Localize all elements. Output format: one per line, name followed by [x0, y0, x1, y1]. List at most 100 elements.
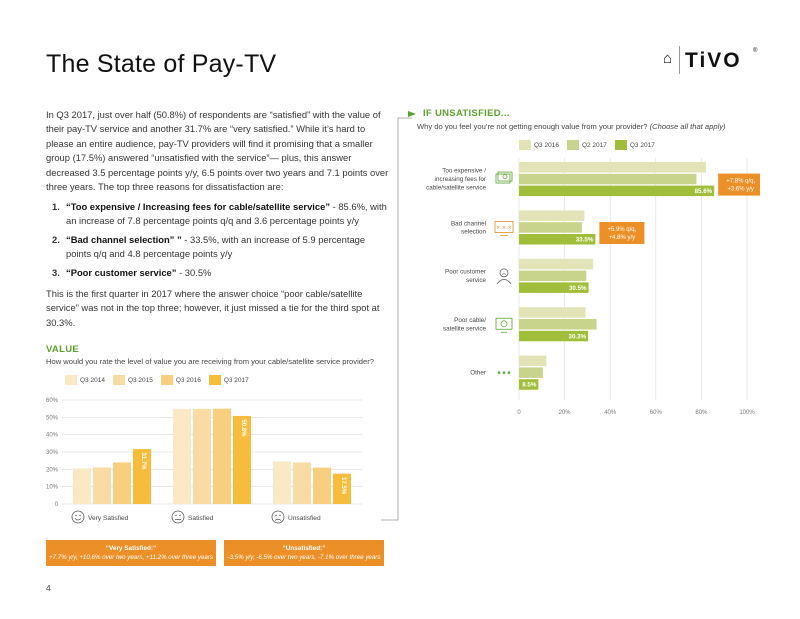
annotation-text: +7.8% q/q, [726, 179, 755, 185]
bar [333, 473, 351, 504]
page-number: 4 [46, 583, 51, 593]
bar [519, 173, 697, 185]
footnote-paragraph: This is the first quarter in 2017 where … [46, 288, 380, 328]
bar [519, 162, 706, 173]
legend-label: Q3 2017 [223, 376, 249, 384]
person-frown [501, 273, 507, 275]
happy-face-icon [71, 510, 85, 524]
category-label: Too expensive / [442, 168, 486, 175]
trend-annotation: +7.8% q/q, +3.6% y/y [718, 173, 760, 196]
category-label: Very Satisfied [88, 515, 129, 522]
connector-bracket [381, 117, 412, 521]
x-tick-label: 0 [517, 410, 521, 416]
legend-item: Q3 2016 [519, 140, 559, 150]
reasons-list: 1. “Too expensive / Increasing fees for … [52, 200, 392, 284]
callout-detail: -3.5% y/y, -6.5% over two years, -7.1% o… [227, 554, 381, 561]
bar [273, 461, 291, 504]
reason-text: - 85.6%, with an increase of 7.8 percent… [66, 201, 387, 227]
data-label: 33.5% [576, 237, 594, 244]
ellipsis-dot [497, 371, 501, 374]
unsatisfied-callout: “Unsatisfied:” -3.5% y/y, -6.5% over two… [224, 540, 384, 566]
y-tick-label: 30% [46, 450, 59, 456]
category-label: cable/satellite service [426, 184, 486, 191]
legend-swatch [160, 375, 173, 385]
face-mouth [74, 518, 82, 521]
legend-label: Q3 2016 [534, 141, 559, 149]
value-section-title: VALUE [46, 344, 79, 355]
legend-item: Q3 2016 [160, 375, 201, 385]
legend-swatch [519, 140, 531, 150]
data-label: 85.6% [695, 188, 713, 195]
face-outline [171, 510, 185, 524]
annotation-box [718, 173, 760, 196]
bar [519, 258, 594, 270]
legend-item: Q3 2017 [208, 375, 249, 385]
bar [113, 462, 131, 504]
reason-number: 3. [52, 266, 60, 278]
unsatisfied-bar-chart: 0 20% 40% 60% 80% 100% 85.6% Too expensive /inc… [426, 158, 760, 416]
bar [519, 185, 715, 197]
annotation-text: +5.9% q/q, [607, 227, 636, 233]
bar [73, 468, 91, 504]
x-tick-label: 40% [604, 410, 617, 416]
unsatisfied-section-title: IF UNSATISFIED... [423, 108, 510, 119]
unsatisfied-chart-legend: Q3 2016 Q2 2017 Q3 2017 [519, 140, 663, 150]
bar [213, 408, 231, 504]
page-title: The State of Pay-TV [46, 50, 277, 78]
reason-bold: “Poor customer service” [66, 266, 177, 278]
callout-title: “Very Satisfied:” [105, 545, 157, 552]
bar [313, 467, 331, 504]
legend-label: Q2 2017 [581, 141, 607, 149]
category-label: Satisfied [188, 515, 214, 522]
value-chart-legend: Q3 2014 Q3 2015 Q3 2016 Q3 2017 [65, 375, 257, 385]
ellipsis-dot [502, 371, 506, 374]
customer-service-icon [496, 268, 512, 285]
bar [133, 449, 151, 504]
intro-paragraph: In Q3 2017, just over half (50.8%) of re… [46, 109, 389, 193]
category-label: selection [461, 229, 486, 236]
data-label: 31.7% [140, 453, 146, 471]
bar [519, 355, 547, 367]
data-label: 50.8% [240, 419, 246, 437]
bar [519, 319, 597, 330]
x-tick-label: 60% [650, 410, 663, 416]
bar [519, 210, 585, 221]
face-outline [71, 510, 85, 524]
reason-bold: “Bad channel selection” ” [66, 233, 182, 245]
category-label: increasing fees for [435, 176, 486, 183]
bar [519, 234, 596, 245]
satellite-dish [500, 320, 508, 328]
data-label: 30.3% [569, 333, 587, 340]
screen-outline [495, 317, 513, 330]
face-mouth [274, 518, 282, 521]
bar [193, 408, 211, 504]
bar [173, 408, 191, 504]
callout-detail: +7.7% y/y, +10.6% over two years, +11.2%… [49, 554, 213, 561]
bar [519, 307, 586, 318]
bar [519, 222, 582, 233]
legend-label: Q3 2016 [175, 376, 201, 384]
very-satisfied-callout: “Very Satisfied:” +7.7% y/y, +10.6% over… [46, 540, 216, 566]
face-eye [275, 514, 277, 517]
tivo-logo: ⌂ TiVO ® [663, 46, 758, 74]
trend-annotation: +5.9% q/q, +4.8% y/y [599, 222, 645, 244]
reason-text: - 30.5% [176, 266, 212, 278]
logo-registered-mark: ® [753, 48, 758, 54]
face-eye [75, 514, 77, 517]
legend-swatch [65, 375, 77, 385]
reason-item: 2. “Bad channel selection” ” - 33.5%, wi… [52, 233, 392, 262]
x-tick-label: 80% [695, 410, 708, 416]
value-bar-chart: 0 10% 20% 30% 40% 50% 60% 31.7% Very Satisfied 50… [46, 398, 362, 524]
x-tick-label: 100% [739, 410, 755, 416]
legend-swatch [208, 375, 221, 385]
logo-divider [679, 46, 680, 74]
category-label: Other [470, 370, 486, 377]
reason-bold: “Too expensive / Increasing fees for cab… [66, 201, 331, 212]
category-label: Unsatisfied [288, 515, 321, 522]
category-label: Poor customer [445, 269, 486, 276]
legend-item: Q3 2015 [112, 375, 153, 385]
bar [519, 379, 539, 390]
category-label: Bad channel [451, 220, 486, 227]
unsatisfied-question-note: (Choose all that apply) [649, 122, 726, 131]
tv-channels-icon: × × × [494, 221, 514, 236]
